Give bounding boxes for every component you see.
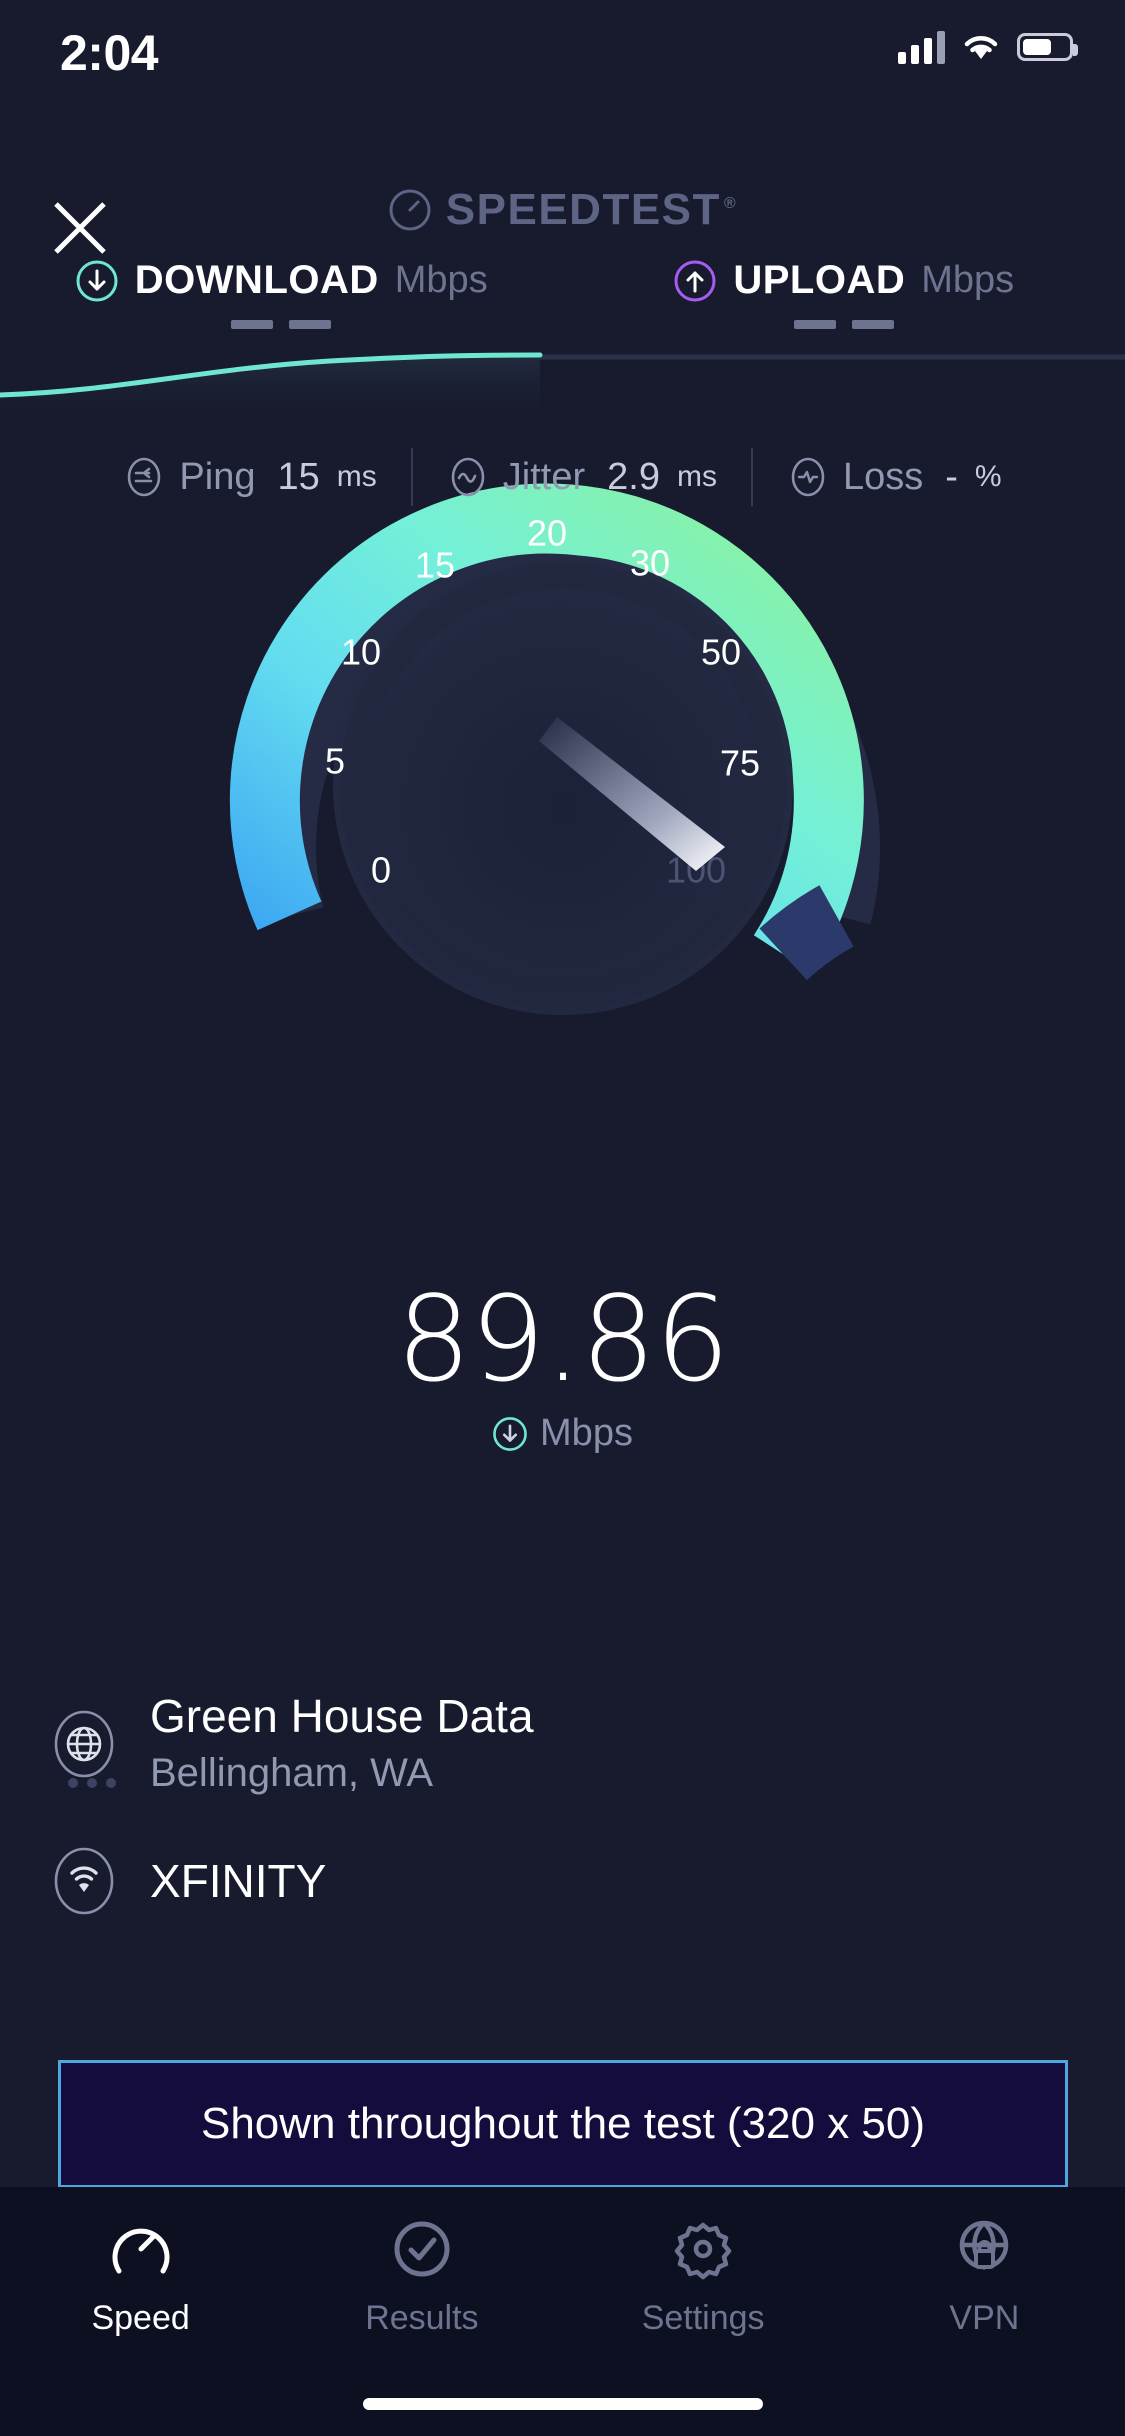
upload-arrow-icon (674, 260, 716, 301)
gauge-tick-15: 15 (414, 545, 454, 586)
status-bar-indicators (898, 30, 1078, 64)
gauge-value: 89.86 (396, 1270, 730, 1408)
app-brand: SPEEDTEST ® (0, 185, 1125, 235)
connection-info: Green House Data Bellingham, WA XFINITY (46, 1690, 1086, 1963)
jitter-unit: ms (676, 460, 717, 493)
ping-unit: ms (336, 460, 377, 493)
jitter-value: 2.9 (607, 455, 660, 498)
vpn-globe-lock-icon (960, 2220, 1009, 2271)
nav-label-results: Results (365, 2299, 479, 2337)
nav-label-speed: Speed (91, 2299, 190, 2337)
download-label: DOWNLOAD (134, 258, 379, 302)
brand-name: SPEEDTEST ® (445, 185, 738, 234)
upload-value-placeholder (563, 320, 1125, 329)
isp-name: XFINITY (150, 1854, 327, 1907)
download-arrow-icon (493, 1416, 527, 1451)
chart-area-fill (0, 355, 540, 410)
isp-row[interactable]: XFINITY (46, 1843, 1086, 1919)
server-name: Green House Data (150, 1690, 534, 1742)
loss-stat[interactable]: Loss - % (753, 456, 1036, 499)
gauge-unit: Mbps (540, 1412, 633, 1454)
nav-label-vpn: VPN (949, 2299, 1020, 2337)
gauge-tick-10: 10 (340, 632, 380, 673)
globe-icon (54, 1710, 114, 1777)
gauge-face-ring (339, 562, 786, 1008)
download-arrow-icon (76, 260, 118, 301)
stats-divider (750, 448, 753, 506)
loss-label: Loss (842, 455, 924, 498)
nav-item-vpn[interactable]: VPN (844, 2213, 1125, 2338)
nav-item-speed[interactable]: Speed (0, 2213, 281, 2338)
upload-unit: Mbps (921, 259, 1015, 301)
loss-value: - (945, 455, 958, 498)
server-row[interactable]: Green House Data Bellingham, WA (46, 1690, 1086, 1797)
upload-label: UPLOAD (733, 258, 906, 302)
gauge-unit-row: Mbps (0, 1412, 1125, 1455)
metrics-row: DOWNLOAD Mbps UPLOAD Mbps (0, 258, 1125, 303)
close-button[interactable] (40, 188, 120, 268)
brand-trademark: ® (723, 195, 738, 213)
cellular-signal-icon (898, 30, 945, 64)
speedometer-icon (389, 189, 431, 231)
gauge-readout: 89.86 Mbps (0, 1280, 1125, 1455)
settings-gear-icon (674, 2222, 732, 2280)
home-indicator (362, 2398, 763, 2410)
jitter-icon (451, 457, 485, 497)
nav-item-results[interactable]: Results (281, 2213, 562, 2338)
jitter-stat[interactable]: Jitter 2.9 ms (413, 456, 751, 499)
isp-texts: XFINITY (150, 1855, 326, 1908)
ping-icon (128, 457, 161, 497)
stats-row: Ping 15 ms Jitter 2.9 ms Loss - % (0, 448, 1125, 506)
speed-gauge-icon (112, 2228, 170, 2274)
jitter-label: Jitter (502, 455, 586, 498)
gauge-tick-5: 5 (324, 741, 344, 782)
download-unit: Mbps (394, 259, 488, 301)
upload-metric: UPLOAD Mbps (563, 258, 1125, 303)
ping-value: 15 (277, 455, 320, 498)
more-dots-icon[interactable] (68, 1778, 116, 1788)
loss-icon (791, 457, 825, 497)
nav-item-settings[interactable]: Settings (563, 2213, 844, 2338)
ad-text: Shown throughout the test (320 x 50) (200, 2099, 926, 2148)
results-check-icon (394, 2221, 450, 2277)
gauge-tick-0: 0 (370, 850, 390, 891)
gauge-tick-50: 50 (700, 632, 740, 673)
metric-values-row (0, 320, 1125, 329)
download-metric: DOWNLOAD Mbps (0, 258, 563, 303)
chart-line (0, 352, 543, 398)
bottom-navigation: Speed Results Settings (0, 2187, 1125, 2436)
gauge-needle (538, 717, 725, 871)
status-bar-time: 2:04 (60, 25, 159, 81)
download-value-placeholder (0, 320, 563, 329)
status-bar: 2:04 (0, 0, 1125, 120)
wifi-icon (54, 1848, 114, 1915)
gauge-tick-20: 20 (526, 513, 566, 554)
ping-label: Ping (179, 455, 256, 498)
ad-banner[interactable]: Shown throughout the test (320 x 50) (58, 2060, 1068, 2188)
nav-label-settings: Settings (641, 2299, 765, 2337)
gauge-tick-75: 75 (719, 743, 759, 784)
server-texts: Green House Data Bellingham, WA (150, 1690, 534, 1797)
gauge-tick-30: 30 (629, 543, 669, 584)
stats-divider (410, 448, 413, 506)
gauge-arc-remainder (759, 885, 854, 981)
server-location: Bellingham, WA (150, 1751, 434, 1796)
loss-unit: % (974, 460, 1002, 493)
speed-gauge: 0 5 10 15 20 30 50 75 100 (213, 455, 913, 1015)
gauge-arc-value (229, 483, 864, 974)
battery-icon (1017, 33, 1078, 61)
progress-line-chart (0, 352, 1125, 410)
wifi-icon (964, 36, 998, 59)
ping-stat[interactable]: Ping 15 ms (89, 456, 410, 499)
gauge-face (332, 555, 793, 1015)
